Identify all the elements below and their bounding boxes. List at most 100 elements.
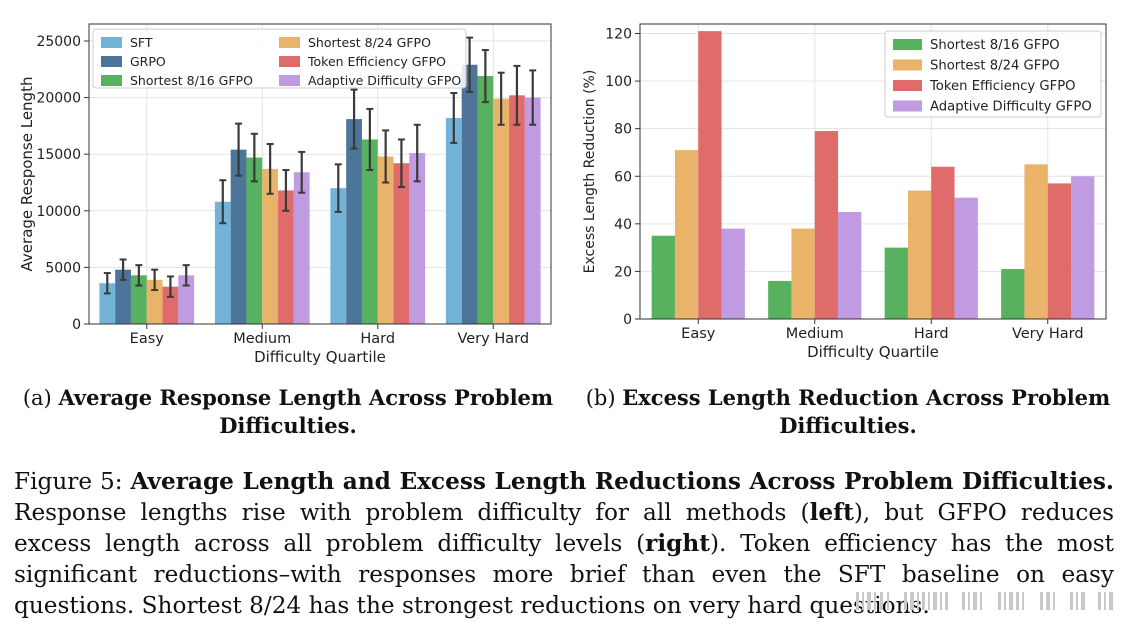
bar-shortest-8-24-gfpo-very-hard [493,98,510,324]
legend-label-adaptive-difficulty-gfpo: Adaptive Difficulty GFPO [930,100,1092,115]
x-axis-label: Difficulty Quartile [807,343,939,361]
y-tick-label: 20000 [36,91,81,107]
bar-adaptive-difficulty-gfpo-easy [178,275,195,324]
bar-grpo-medium [230,149,247,324]
y-tick-label: 5000 [45,260,81,276]
x-tick-label-hard: Hard [360,331,395,347]
plot-frame [88,23,552,325]
legend-swatch-adaptive-difficulty-gfpo [279,75,300,86]
bar-token-efficiency-gfpo-very-hard [509,95,525,324]
figure-panels: 0 5000 10000 15000 20000 25000 Easy Medium Hard V… [18,23,1107,366]
chart-a-average-response-length: 0 5000 10000 15000 20000 25000 Easy Medium Hard V… [18,23,552,366]
legend-swatch-sft [101,37,122,48]
bar-adaptive-difficulty-gfpo-very-hard [524,97,541,325]
bar-adaptive-difficulty-gfpo-hard [954,197,978,319]
bar-token-efficiency-gfpo-easy [162,286,179,324]
caption-left: left [809,499,854,526]
bar-shortest-8-16-gfpo-easy [130,275,147,324]
legend-label-shortest-8-24-gfpo: Shortest 8/24 GFPO [308,35,431,50]
legend: SFT GRPO Shortest 8/16 GFPO Shortest 8/24 G… [92,28,467,89]
y-tick-label: 15000 [36,147,81,163]
bar-shortest-8-24-gfpo-medium [262,168,279,324]
bar-adaptive-difficulty-gfpo-medium [293,172,310,324]
plot-frame [639,23,1107,320]
bar-shortest-8-24-gfpo-easy [674,150,699,319]
bar-shortest-8-16-gfpo-easy [651,235,675,319]
caption-right: right [645,530,710,557]
watermark-barcode [856,592,1113,610]
bar-shortest-8-16-gfpo-medium [768,280,792,319]
bar-shortest-8-24-gfpo-hard [907,190,932,319]
bar-shortest-8-16-gfpo-medium [246,157,263,324]
x-tick-label-easy: Easy [130,331,165,347]
bar-sft-hard [330,188,347,324]
bar-shortest-8-16-gfpo-very-hard [1001,269,1025,319]
bar-token-efficiency-gfpo-hard [931,166,955,319]
legend-label-token-efficiency-gfpo: Token Efficiency GFPO [929,79,1076,94]
legend-label-shortest-8-16-gfpo: Shortest 8/16 GFPO [130,73,253,88]
x-axis-label: Difficulty Quartile [254,348,386,366]
legend-swatch-token-efficiency-gfpo [279,56,300,67]
legend-swatch-adaptive-difficulty-gfpo [893,100,922,112]
bar-shortest-8-24-gfpo-hard [377,156,394,324]
caption-text-1: Response lengths rise with problem diffi… [14,499,810,526]
bar-sft-medium [214,201,231,324]
subcaption-b: (b) Excess Length Reduction Across Probl… [578,384,1118,440]
bar-grpo-hard [346,119,362,325]
subcaption-a-title: Average Response Length Across Problem D… [58,385,554,438]
legend-label-grpo: GRPO [130,54,166,69]
y-axis-label: Excess Length Reduction (%) [582,70,598,274]
x-tick-label-very-hard: Very Hard [457,331,529,347]
chart-b-excess-length-reduction: 0 20 40 60 80 100 120 Easy Medium Hard Very Hard Di… [582,23,1107,361]
bar-adaptive-difficulty-gfpo-very-hard [1071,176,1095,319]
bar-adaptive-difficulty-gfpo-hard [409,153,426,324]
y-tick-label: 120 [605,27,632,43]
y-tick-label: 25000 [36,34,81,50]
legend-swatch-grpo [101,56,122,67]
y-tick-label: 0 [623,312,632,328]
bar-grpo-very-hard [461,64,478,325]
bar-shortest-8-16-gfpo-hard [361,139,378,324]
caption-text-3: ). Token efficiency has the most signifi… [14,530,1114,619]
y-tick-label: 60 [614,169,632,185]
x-tick-label-medium: Medium [786,326,844,342]
legend-swatch-shortest-8-24-gfpo [893,59,922,71]
y-tick-label: 40 [614,217,632,233]
bar-adaptive-difficulty-gfpo-medium [838,211,862,319]
legend-label-shortest-8-16-gfpo: Shortest 8/16 GFPO [930,38,1060,53]
x-tick-label-easy: Easy [681,326,716,342]
legend-label-shortest-8-24-gfpo: Shortest 8/24 GFPO [930,59,1060,74]
y-tick-label: 20 [614,264,632,280]
y-axis-label: Average Response Length [18,77,36,272]
x-tick-label-very-hard: Very Hard [1012,326,1084,342]
bar-token-efficiency-gfpo-very-hard [1047,183,1072,319]
legend-label-token-efficiency-gfpo: Token Efficiency GFPO [307,54,446,69]
bar-shortest-8-24-gfpo-very-hard [1024,164,1048,319]
legend-box [884,30,1102,118]
subcaption-b-label: (b) [585,386,616,410]
caption-prefix: Figure 5: [14,468,123,495]
x-tick-label-hard: Hard [914,326,949,342]
y-tick-label: 10000 [36,204,81,220]
bar-shortest-8-24-gfpo-medium [791,228,815,319]
bar-shortest-8-24-gfpo-easy [146,279,163,324]
bar-token-efficiency-gfpo-medium [814,131,839,319]
legend: Shortest 8/16 GFPO Shortest 8/24 GFPO Toke… [884,30,1102,118]
bar-grpo-easy [115,269,131,324]
subcaption-a-label: (a) [22,386,52,410]
y-tick-label: 80 [614,122,632,138]
legend-swatch-shortest-8-16-gfpo [893,39,922,50]
bar-sft-easy [99,283,116,324]
legend-swatch-shortest-8-24-gfpo [279,37,300,48]
legend-label-sft: SFT [130,35,153,50]
bar-token-efficiency-gfpo-easy [698,31,722,320]
bar-token-efficiency-gfpo-medium [278,190,294,324]
bar-token-efficiency-gfpo-hard [393,163,410,324]
bar-shortest-8-16-gfpo-hard [884,247,908,319]
caption-title: Average Length and Excess Length Reducti… [130,468,1114,495]
bar-shortest-8-16-gfpo-very-hard [477,76,494,324]
subcaption-a: (a) Average Response Length Across Probl… [18,384,558,440]
bar-adaptive-difficulty-gfpo-easy [721,228,745,319]
y-tick-label: 0 [72,317,81,333]
legend-swatch-token-efficiency-gfpo [893,80,922,91]
